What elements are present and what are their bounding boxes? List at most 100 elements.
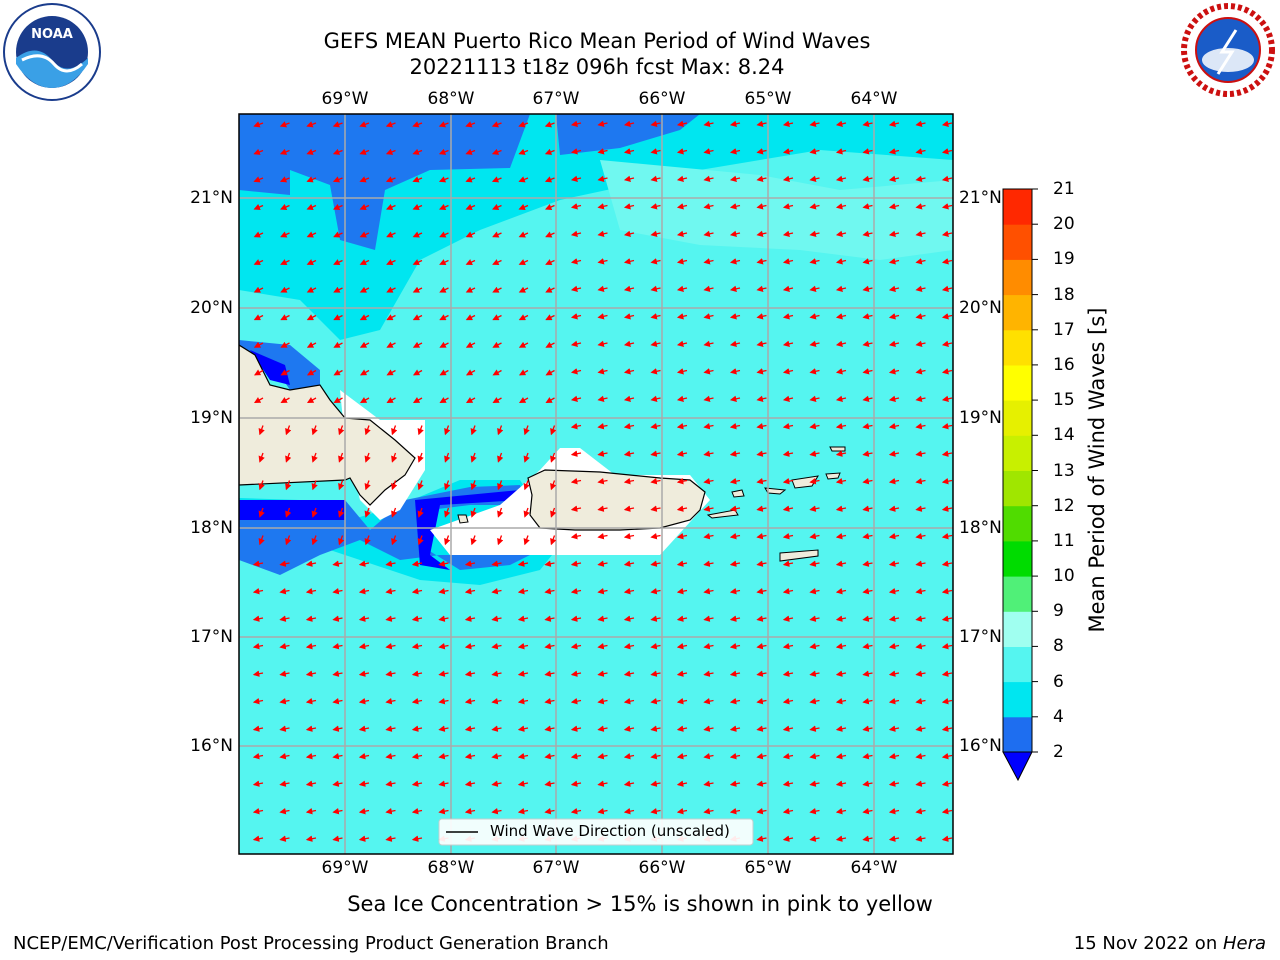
wind-vector <box>888 450 900 457</box>
wind-vector <box>888 505 900 512</box>
virgin-gorda-island <box>825 472 841 480</box>
wind-vector <box>835 368 847 375</box>
wind-vector <box>597 505 608 512</box>
wind-vector <box>729 477 741 485</box>
wind-vector <box>338 507 345 518</box>
wind-vector <box>411 752 423 760</box>
wind-vector <box>597 560 608 567</box>
wind-vector <box>941 532 953 540</box>
wind-vector <box>623 807 635 815</box>
wind-vector <box>862 642 873 650</box>
wind-vector <box>703 615 714 622</box>
wind-vector <box>862 780 873 787</box>
wind-vector <box>412 231 423 238</box>
wind-vector <box>941 175 953 182</box>
wind-vector <box>359 314 370 321</box>
wind-vector <box>417 452 424 463</box>
wind-vector <box>411 697 423 705</box>
wind-vector <box>862 313 873 320</box>
wind-vector <box>756 807 767 815</box>
wind-vector <box>491 615 502 622</box>
wind-vector <box>941 697 953 705</box>
wind-vector <box>597 780 608 787</box>
wind-vector <box>411 725 423 732</box>
wind-vector <box>492 314 502 321</box>
wind-vector <box>497 480 504 491</box>
wind-vector <box>729 313 741 320</box>
wind-vector <box>756 203 767 210</box>
wind-vector <box>835 203 847 210</box>
wind-vector <box>385 835 396 842</box>
wind-vector <box>464 670 476 677</box>
wind-vector <box>915 148 926 155</box>
wind-vector <box>915 203 926 210</box>
wind-vector <box>306 259 317 266</box>
colorbar-overlay-segment <box>1003 646 1032 683</box>
wind-vector <box>915 670 926 677</box>
wind-vector <box>464 807 476 815</box>
wind-vector <box>729 175 741 182</box>
wind-vector <box>915 505 926 512</box>
culebra-island <box>731 489 745 498</box>
wind-vector <box>285 452 292 463</box>
wind-vector <box>782 560 794 567</box>
wind-vector <box>523 535 530 546</box>
wind-vector <box>597 477 608 485</box>
wind-vector <box>941 670 953 677</box>
wind-vector <box>279 615 290 622</box>
wind-vector <box>333 203 343 210</box>
wind-vector <box>941 313 953 320</box>
map-title: GEFS MEAN Puerto Rico Mean Period of Win… <box>323 29 871 53</box>
wind-vector <box>518 314 529 321</box>
wind-vector <box>862 670 873 677</box>
wind-vector <box>623 752 635 760</box>
wind-vector <box>729 725 741 732</box>
wind-vector <box>676 203 688 210</box>
map-frame <box>238 113 954 855</box>
wind-vector <box>941 477 953 485</box>
wind-vector <box>809 615 820 622</box>
wind-vector <box>252 615 264 622</box>
wind-vector <box>782 505 794 512</box>
wind-vector <box>491 807 502 815</box>
wind-vector <box>676 175 688 182</box>
wind-vector <box>338 452 345 463</box>
wind-vector <box>333 314 343 321</box>
wind-vector <box>285 535 292 546</box>
wind-vector <box>676 697 688 705</box>
wind-vector <box>729 752 741 760</box>
wind-vector <box>306 121 317 128</box>
wind-vector <box>359 341 370 348</box>
lon-label-top: 65°W <box>744 89 792 109</box>
wind-vector <box>497 507 504 518</box>
period-field-2-4-northeast <box>556 114 700 155</box>
wind-vector <box>570 670 582 677</box>
wind-vector <box>809 340 820 347</box>
wind-vector <box>438 752 449 760</box>
wind-vector <box>888 368 900 375</box>
wind-vector <box>703 313 714 320</box>
wind-vector <box>756 313 767 320</box>
wind-vector <box>650 642 661 650</box>
wind-vector <box>411 587 423 595</box>
wind-vector <box>888 642 900 650</box>
wind-vector <box>305 615 317 622</box>
wind-vector <box>703 368 714 375</box>
wind-vector <box>279 148 290 155</box>
wind-vector <box>359 176 370 183</box>
wind-vector <box>676 422 688 430</box>
wind-vector <box>915 642 926 650</box>
wind-vector <box>333 286 343 293</box>
wind-vector <box>676 642 688 650</box>
wind-wave-vectors <box>252 120 953 842</box>
wind-vector <box>862 615 873 622</box>
wind-vector <box>809 532 820 540</box>
wind-vector <box>941 450 953 457</box>
wind-vector <box>358 697 370 705</box>
wind-vector <box>703 477 714 485</box>
period-field-2-4-north <box>239 114 530 250</box>
wind-vector <box>545 231 555 238</box>
wind-vector <box>253 231 264 238</box>
wind-vector <box>782 670 794 677</box>
wind-vector <box>623 532 635 540</box>
